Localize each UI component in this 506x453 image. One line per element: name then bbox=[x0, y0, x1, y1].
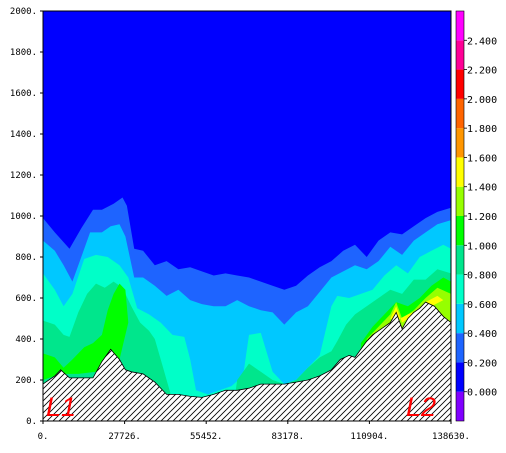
y-tick-label: 1600. bbox=[10, 89, 37, 99]
colorbar-tick-label: 0.000 bbox=[467, 388, 497, 399]
colorbar-segment bbox=[456, 333, 464, 363]
colorbar: 0.000 0.200 0.400 0.600 0.800 1.000 1.200 1.400… bbox=[455, 10, 497, 422]
colorbar-tick-label: 0.800 bbox=[467, 271, 497, 282]
x-tick-label: 138630. bbox=[432, 432, 470, 442]
colorbar-tick-label: 2.200 bbox=[467, 66, 497, 77]
colorbar-segment bbox=[456, 11, 464, 41]
colorbar-segment bbox=[456, 391, 464, 421]
colorbar-tick-label: 1.200 bbox=[467, 212, 497, 223]
colorbar-tick-label: 1.000 bbox=[467, 241, 497, 252]
terrain-outline bbox=[43, 301, 451, 398]
x-tick-label: 110904. bbox=[350, 432, 388, 442]
contour-region-8 bbox=[390, 295, 444, 323]
x-axis: 0. 27726. 55452. 83178. 110904. 138630. bbox=[38, 421, 470, 442]
colorbar-segment bbox=[456, 274, 464, 304]
x-tick-label: 0. bbox=[38, 432, 49, 442]
colorbar-segment bbox=[456, 98, 464, 129]
y-tick-label: 200. bbox=[15, 376, 37, 386]
x-tick-label: 27726. bbox=[108, 432, 141, 442]
colorbar-segment bbox=[456, 245, 464, 275]
colorbar-tick-label: 0.200 bbox=[467, 358, 497, 369]
y-tick-label: 1000. bbox=[10, 212, 37, 222]
colorbar-tick-label: 0.400 bbox=[467, 329, 497, 340]
y-tick-label: 800. bbox=[15, 253, 37, 263]
y-tick-label: 1200. bbox=[10, 171, 37, 181]
y-tick-label: 2000. bbox=[10, 7, 37, 17]
colorbar-segment bbox=[456, 303, 464, 334]
y-tick-label: 1800. bbox=[10, 48, 37, 58]
colorbar-segment bbox=[456, 216, 464, 246]
colorbar-segment bbox=[456, 186, 464, 216]
y-tick-label: 1400. bbox=[10, 130, 37, 140]
colorbar-segment bbox=[456, 362, 464, 392]
colorbar-tick-label: 1.600 bbox=[467, 153, 497, 164]
y-tick-label: 600. bbox=[15, 294, 37, 304]
terrain-fill bbox=[43, 302, 451, 421]
x-tick-label: 83178. bbox=[272, 432, 305, 442]
colorbar-segment bbox=[456, 128, 464, 158]
y-tick-label: 400. bbox=[15, 335, 37, 345]
colorbar-tick-label: 1.400 bbox=[467, 183, 497, 194]
y-tick-label: 0. bbox=[26, 417, 37, 427]
y-axis: 0. 200. 400. 600. 800. 1000. 1200. 1400. 1600. 18… bbox=[10, 7, 43, 427]
colorbar-segment bbox=[456, 157, 464, 187]
colorbar-segment bbox=[456, 40, 464, 70]
x-tick-label: 55452. bbox=[190, 432, 223, 442]
annotation-l1: L1 bbox=[46, 392, 76, 422]
annotation-l2: L2 bbox=[406, 392, 436, 422]
colorbar-tick-label: 0.600 bbox=[467, 300, 497, 311]
colorbar-tick-label: 2.400 bbox=[467, 36, 497, 47]
colorbar-tick-label: 2.000 bbox=[467, 95, 497, 106]
terrain-layer bbox=[43, 301, 451, 421]
colorbar-tick-label: 1.800 bbox=[467, 124, 497, 135]
colorbar-segment bbox=[456, 69, 464, 99]
